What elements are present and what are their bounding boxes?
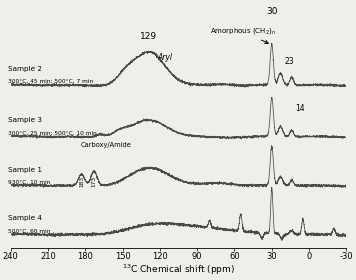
Text: Carboxy/Amide: Carboxy/Amide bbox=[81, 142, 132, 148]
Text: 23: 23 bbox=[284, 57, 294, 66]
Text: 173: 173 bbox=[91, 176, 96, 186]
Text: Sample 2: Sample 2 bbox=[8, 66, 42, 72]
Text: Sample 1: Sample 1 bbox=[8, 167, 42, 173]
Text: 30: 30 bbox=[266, 7, 278, 16]
Text: Sample 4: Sample 4 bbox=[8, 215, 42, 221]
Text: Amorphous (CH$_2$)$_n$: Amorphous (CH$_2$)$_n$ bbox=[210, 26, 276, 43]
Text: 300°C, 25 min; 500°C, 10 min: 300°C, 25 min; 500°C, 10 min bbox=[8, 130, 97, 136]
Text: 500°C, 60 min: 500°C, 60 min bbox=[8, 228, 51, 234]
Text: 183: 183 bbox=[79, 176, 84, 186]
Text: 300°C, 45 min; 500°C, 7 min: 300°C, 45 min; 500°C, 7 min bbox=[8, 79, 93, 84]
Text: 14: 14 bbox=[295, 104, 305, 113]
X-axis label: $^{13}$C Chemical shift (ppm): $^{13}$C Chemical shift (ppm) bbox=[122, 263, 235, 277]
Text: 930°C, 10 min: 930°C, 10 min bbox=[8, 180, 51, 185]
Text: Sample 3: Sample 3 bbox=[8, 117, 42, 123]
Text: 129: 129 bbox=[140, 32, 157, 41]
Text: Aryl: Aryl bbox=[157, 53, 172, 62]
